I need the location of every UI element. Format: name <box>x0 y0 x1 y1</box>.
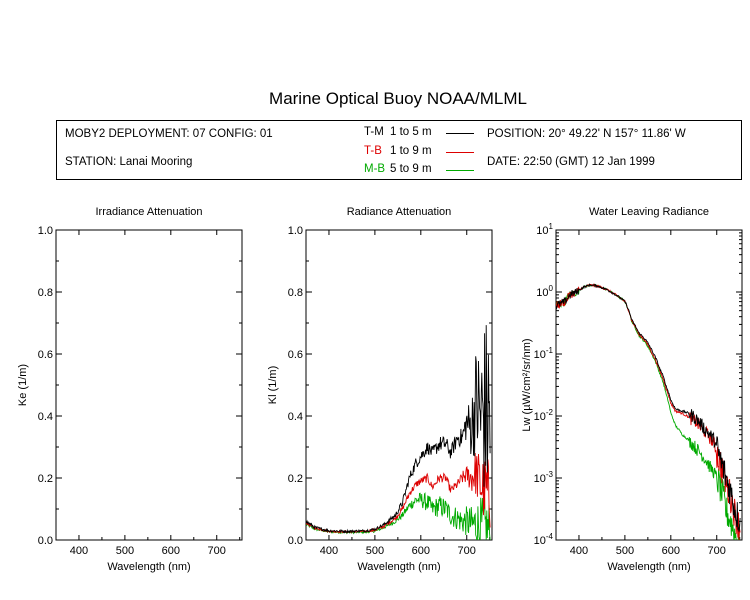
x-tick-label: 700 <box>458 545 476 557</box>
y-tick-label: 10-1 <box>534 346 554 361</box>
deployment-text: MOBY2 DEPLOYMENT: 07 CONFIG: 01 <box>65 128 273 140</box>
info-box: MOBY2 DEPLOYMENT: 07 CONFIG: 01 STATION:… <box>56 120 742 180</box>
x-tick-label: 500 <box>616 545 634 557</box>
x-axis-label: Wavelength (nm) <box>607 561 690 573</box>
series-line-t-b <box>306 452 491 534</box>
y-tick-label: 10-3 <box>534 470 554 485</box>
plot-title: Water Leaving Radiance <box>589 206 709 218</box>
x-tick-label: 700 <box>208 545 226 557</box>
legend-item-t-b: T-B 1 to 9 m <box>364 145 474 157</box>
legend-label: T-M <box>364 126 384 138</box>
y-tick-label: 0.4 <box>288 411 303 423</box>
x-axis-label: Wavelength (nm) <box>357 561 440 573</box>
y-axis-label: Ke (1/m) <box>17 364 29 406</box>
legend-range: 5 to 9 m <box>390 163 432 175</box>
y-axis-label: Kl (1/m) <box>267 366 279 405</box>
legend-line-swatch <box>446 152 474 153</box>
x-tick-label: 500 <box>366 545 384 557</box>
x-tick-label: 600 <box>412 545 430 557</box>
y-axis-label: Lw (µW/cm²/sr/nm) <box>521 338 533 431</box>
y-tick-label: 0.2 <box>38 473 53 485</box>
y-tick-label: 0.4 <box>38 411 53 423</box>
y-tick-label: 0.8 <box>288 287 303 299</box>
x-axis-label: Wavelength (nm) <box>107 561 190 573</box>
plot-frame <box>555 229 743 541</box>
legend-item-t-m: T-M 1 to 5 m <box>364 126 474 138</box>
x-tick-label: 700 <box>708 545 726 557</box>
series-line-t-m <box>556 283 741 532</box>
legend-label: M-B <box>364 163 386 175</box>
position-text: POSITION: 20° 49.22' N 157° 11.86' W <box>487 128 686 140</box>
date-text: DATE: 22:50 (GMT) 12 Jan 1999 <box>487 156 655 168</box>
plot-title: Irradiance Attenuation <box>95 206 202 218</box>
y-tick-label: 0.0 <box>38 535 53 547</box>
y-tick-label: 0.6 <box>38 349 53 361</box>
plot-frame <box>305 229 493 541</box>
series-line-t-m <box>306 325 491 534</box>
series-line-m-b <box>556 283 740 540</box>
legend-range: 1 to 9 m <box>390 145 432 157</box>
y-tick-label: 10-2 <box>534 408 554 423</box>
series-line-t-b <box>556 283 741 540</box>
x-tick-label: 400 <box>70 545 88 557</box>
legend-line-swatch <box>446 133 474 134</box>
x-tick-label: 400 <box>320 545 338 557</box>
x-tick-label: 600 <box>662 545 680 557</box>
y-tick-label: 0.8 <box>38 287 53 299</box>
y-tick-label: 0.2 <box>288 473 303 485</box>
plot-frame <box>55 229 243 541</box>
y-tick-label: 101 <box>536 222 553 237</box>
y-tick-label: 0.6 <box>288 349 303 361</box>
y-tick-label: 1.0 <box>288 225 303 237</box>
plot-title: Radiance Attenuation <box>347 206 452 218</box>
legend-label: T-B <box>364 145 382 157</box>
y-tick-label: 10-4 <box>534 532 554 547</box>
x-tick-label: 400 <box>570 545 588 557</box>
x-tick-label: 600 <box>162 545 180 557</box>
y-tick-label: 0.0 <box>288 535 303 547</box>
y-tick-label: 1.0 <box>38 225 53 237</box>
legend-range: 1 to 5 m <box>390 126 432 138</box>
figure-title: Marine Optical Buoy NOAA/MLML <box>269 89 527 108</box>
station-text: STATION: Lanai Mooring <box>65 156 193 168</box>
legend-item-m-b: M-B 5 to 9 m <box>364 163 474 175</box>
y-tick-label: 100 <box>536 284 553 299</box>
series-line-m-b <box>306 492 491 540</box>
x-tick-label: 500 <box>116 545 134 557</box>
legend-line-swatch <box>446 170 474 171</box>
